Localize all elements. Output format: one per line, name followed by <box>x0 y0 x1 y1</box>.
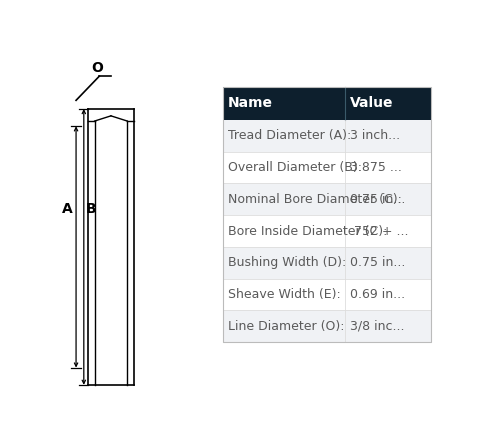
Text: Overall Diameter (B):: Overall Diameter (B): <box>228 161 362 174</box>
Bar <box>346 152 430 184</box>
Bar <box>346 279 430 310</box>
Text: 0.75 in...: 0.75 in... <box>350 256 406 269</box>
Bar <box>224 279 346 310</box>
Text: A: A <box>62 202 73 216</box>
Bar <box>224 247 346 279</box>
Text: Bushing Width (D):: Bushing Width (D): <box>228 256 346 269</box>
Bar <box>346 120 430 152</box>
Text: 0.75 in...: 0.75 in... <box>350 193 406 206</box>
Text: 0.69 in...: 0.69 in... <box>350 288 405 301</box>
Bar <box>346 215 430 247</box>
Text: Value: Value <box>350 96 394 110</box>
Text: Line Diameter (O):: Line Diameter (O): <box>228 320 344 333</box>
Bar <box>224 152 346 184</box>
Text: Bore Inside Diameter (C):: Bore Inside Diameter (C): <box>228 224 388 237</box>
Bar <box>224 120 346 152</box>
Text: Name: Name <box>228 96 273 110</box>
Bar <box>346 247 430 279</box>
Text: Nominal Bore Diameter (C):: Nominal Bore Diameter (C): <box>228 193 402 206</box>
Text: 3/8 inc...: 3/8 inc... <box>350 320 405 333</box>
Text: Sheave Width (E):: Sheave Width (E): <box>228 288 340 301</box>
Text: Tread Diameter (A):: Tread Diameter (A): <box>228 129 351 142</box>
Bar <box>346 184 430 215</box>
Bar <box>224 215 346 247</box>
Bar <box>224 86 430 342</box>
Bar <box>224 184 346 215</box>
Text: O: O <box>92 60 104 74</box>
Bar <box>224 310 346 342</box>
Text: B: B <box>86 202 96 216</box>
Bar <box>224 86 430 120</box>
Text: 3.875 ...: 3.875 ... <box>350 161 402 174</box>
Bar <box>346 310 430 342</box>
Text: 3 inch...: 3 inch... <box>350 129 400 142</box>
Text: .752 + ...: .752 + ... <box>350 224 408 237</box>
